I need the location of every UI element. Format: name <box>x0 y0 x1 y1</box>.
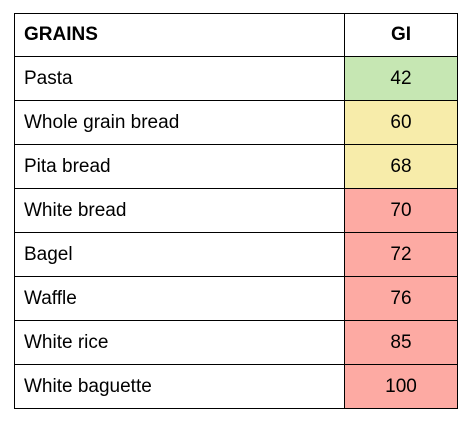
grain-name-cell: Pasta <box>14 56 345 101</box>
table-header-row: GRAINS GI <box>14 13 458 57</box>
gi-table-container: GRAINS GI Pasta 42 Whole grain bread 60 … <box>14 13 458 409</box>
gi-value-cell: 42 <box>344 56 458 101</box>
grain-name-cell: White baguette <box>14 364 345 409</box>
grain-name-cell: White bread <box>14 188 345 233</box>
table-row: White bread 70 <box>14 188 458 233</box>
gi-value-cell: 72 <box>344 232 458 277</box>
gi-value-cell: 85 <box>344 320 458 365</box>
gi-value-cell: 60 <box>344 100 458 145</box>
table-row: Pita bread 68 <box>14 144 458 189</box>
table-row: Whole grain bread 60 <box>14 100 458 145</box>
header-gi: GI <box>344 13 458 57</box>
grain-name-cell: Waffle <box>14 276 345 321</box>
gi-value-cell: 100 <box>344 364 458 409</box>
grains-gi-table: GRAINS GI Pasta 42 Whole grain bread 60 … <box>14 13 458 409</box>
gi-value-cell: 70 <box>344 188 458 233</box>
gi-value-cell: 76 <box>344 276 458 321</box>
gi-value-cell: 68 <box>344 144 458 189</box>
grain-name-cell: White rice <box>14 320 345 365</box>
table-row: White rice 85 <box>14 320 458 365</box>
table-row: Waffle 76 <box>14 276 458 321</box>
header-grains: GRAINS <box>14 13 345 57</box>
grain-name-cell: Bagel <box>14 232 345 277</box>
grain-name-cell: Whole grain bread <box>14 100 345 145</box>
table-row: Pasta 42 <box>14 56 458 101</box>
grain-name-cell: Pita bread <box>14 144 345 189</box>
table-row: White baguette 100 <box>14 364 458 409</box>
table-row: Bagel 72 <box>14 232 458 277</box>
